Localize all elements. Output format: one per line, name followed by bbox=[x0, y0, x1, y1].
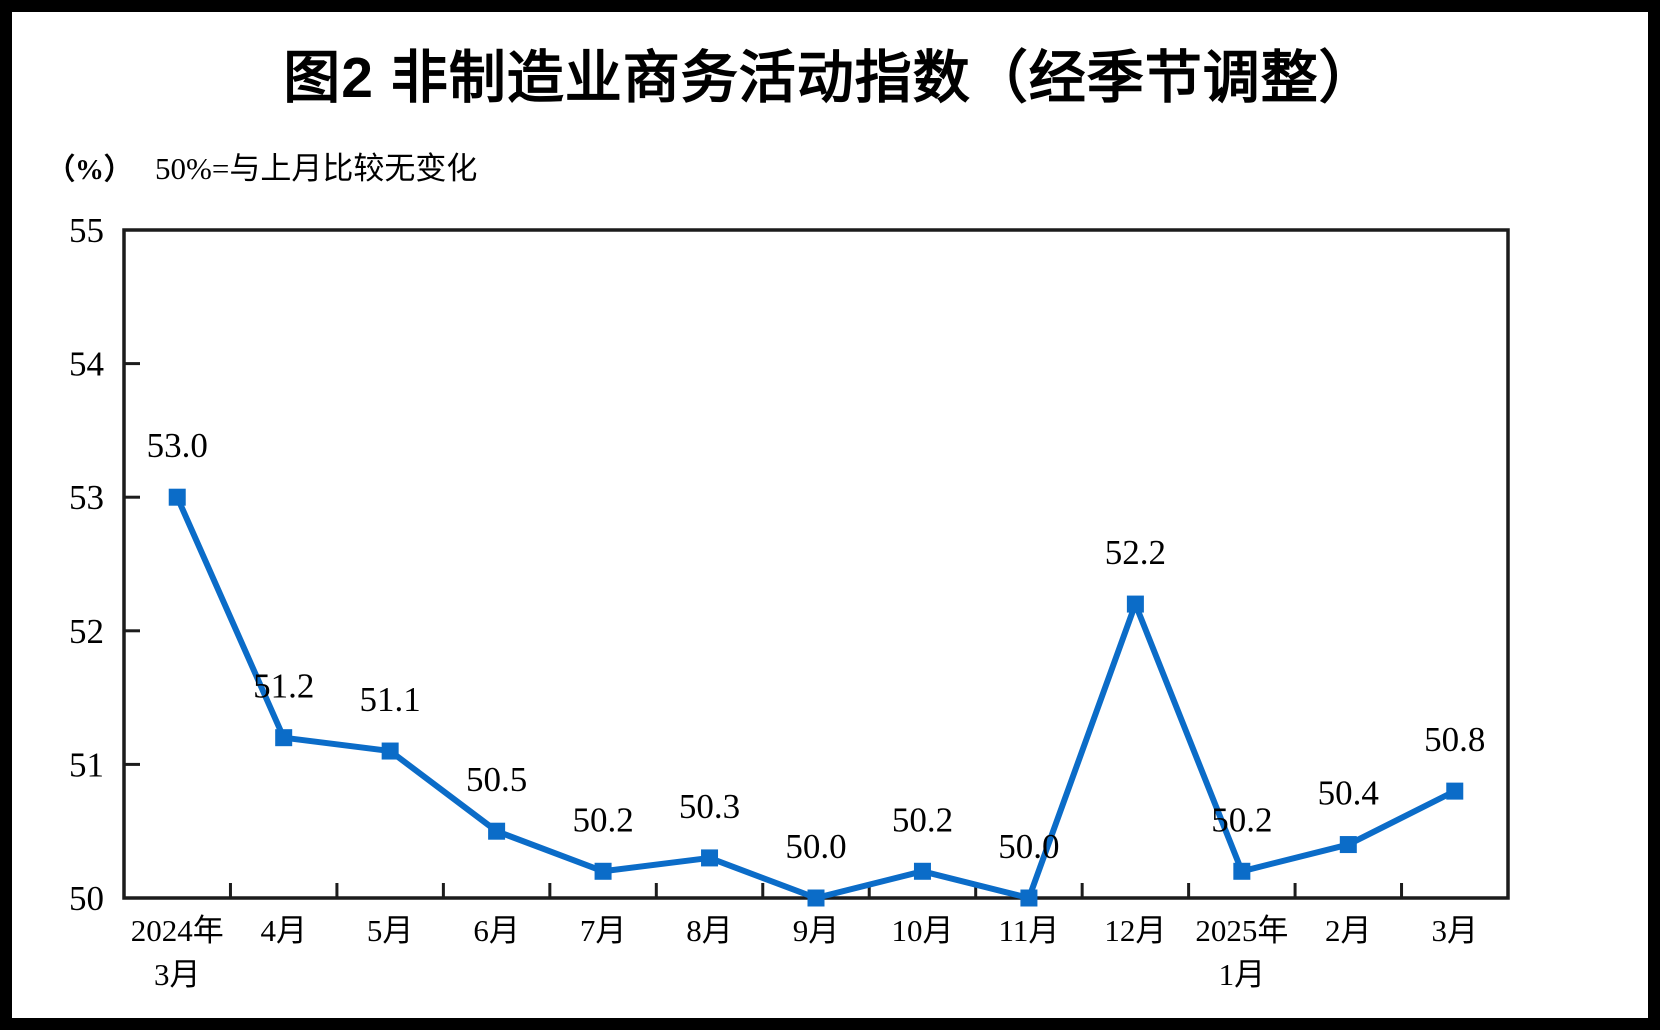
x-tick-label: 2025年 bbox=[1195, 913, 1288, 948]
data-label: 50.4 bbox=[1318, 774, 1379, 813]
x-tick-label: 5月 bbox=[367, 913, 414, 948]
x-tick-label: 10月 bbox=[891, 913, 953, 948]
x-tick-label: 7月 bbox=[580, 913, 627, 948]
x-tick-label: 11月 bbox=[998, 913, 1059, 948]
data-point-marker bbox=[807, 889, 825, 907]
axis-note-row: （%） 50%=与上月比较无变化 bbox=[46, 143, 477, 188]
data-point-marker bbox=[168, 488, 186, 506]
x-tick-label: 3月 bbox=[1432, 913, 1479, 948]
x-tick-label: 6月 bbox=[473, 913, 520, 948]
data-point-marker bbox=[1339, 836, 1357, 854]
y-tick-label: 54 bbox=[69, 345, 104, 384]
y-axis-unit-label: （%） bbox=[46, 154, 134, 186]
x-tick-label: 2月 bbox=[1325, 913, 1372, 948]
data-point-marker bbox=[1126, 595, 1144, 613]
data-label: 50.3 bbox=[679, 787, 740, 826]
data-point-marker bbox=[594, 862, 612, 880]
data-label: 50.8 bbox=[1424, 720, 1485, 759]
y-tick-label: 50 bbox=[69, 879, 104, 918]
data-label: 50.5 bbox=[466, 760, 527, 799]
data-point-marker bbox=[913, 862, 931, 880]
data-point-marker bbox=[701, 849, 719, 867]
data-label: 53.0 bbox=[147, 426, 208, 465]
data-point-marker bbox=[381, 742, 399, 760]
y-tick-label: 55 bbox=[69, 211, 104, 250]
plot-border bbox=[122, 228, 1510, 900]
data-label: 50.2 bbox=[572, 800, 633, 839]
x-tick-label: 4月 bbox=[260, 913, 307, 948]
data-point-marker bbox=[1233, 862, 1251, 880]
chart-title: 图2 非制造业商务活动指数（经季节调整） bbox=[283, 46, 1377, 110]
data-label: 50.0 bbox=[998, 827, 1059, 866]
x-tick-label: 1月 bbox=[1219, 957, 1266, 992]
y-tick-label: 53 bbox=[69, 478, 104, 517]
reference-note: 50%=与上月比较无变化 bbox=[155, 151, 478, 186]
data-point-marker bbox=[1020, 889, 1038, 907]
y-tick-label: 51 bbox=[69, 745, 104, 784]
data-label: 50.0 bbox=[785, 827, 846, 866]
y-tick-label: 52 bbox=[69, 612, 104, 651]
data-label: 51.2 bbox=[253, 667, 314, 706]
data-point-marker bbox=[1446, 782, 1464, 800]
data-point-marker bbox=[488, 822, 506, 840]
x-tick-label: 2024年 bbox=[131, 913, 224, 948]
x-tick-label: 9月 bbox=[793, 913, 840, 948]
data-label: 52.2 bbox=[1105, 533, 1166, 572]
data-point-marker bbox=[275, 729, 293, 747]
data-label: 50.2 bbox=[1211, 800, 1272, 839]
x-tick-label: 12月 bbox=[1104, 913, 1166, 948]
data-label: 50.2 bbox=[892, 800, 953, 839]
x-tick-label: 8月 bbox=[686, 913, 733, 948]
data-label: 51.1 bbox=[360, 680, 421, 719]
x-tick-label: 3月 bbox=[154, 957, 201, 992]
